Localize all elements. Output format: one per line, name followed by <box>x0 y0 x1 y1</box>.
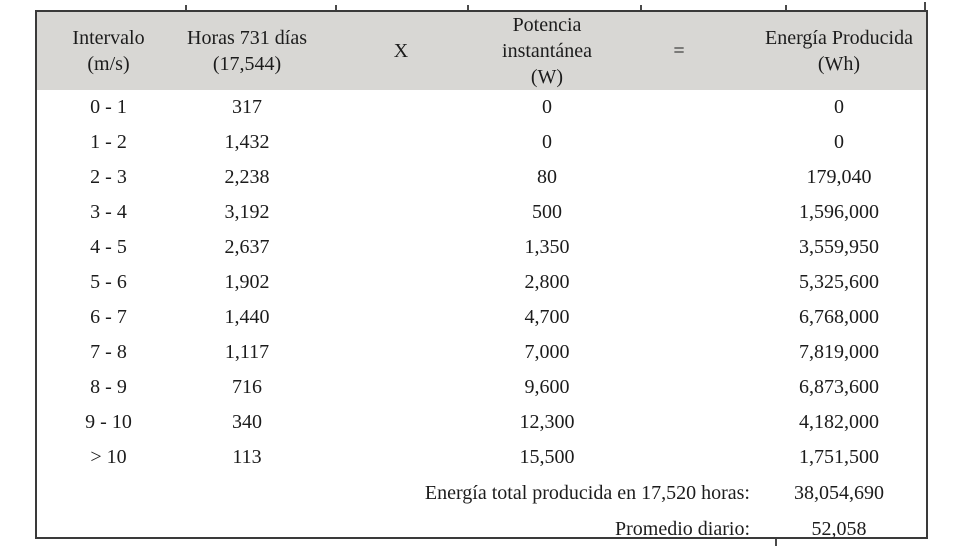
header-interval: Intervalo (m/s) <box>37 12 180 90</box>
energy-cell: 1,596,000 <box>799 201 879 223</box>
energy-cell: 3,559,950 <box>799 236 879 258</box>
border-riser-tick <box>924 2 926 10</box>
column-rule-tick <box>640 5 642 10</box>
column-rule-tick <box>785 5 787 10</box>
energy-production-table: Intervalo (m/s) Horas 731 días (17,544) … <box>35 2 928 546</box>
hours-cell: 340 <box>232 411 262 433</box>
table-row: 4 - 5 2,637 1,350 3,559,950 <box>37 230 926 265</box>
energy-cell: 5,325,600 <box>799 271 879 293</box>
power-cell: 2,800 <box>524 271 570 293</box>
header-hours-line1: Horas 731 días <box>187 27 307 49</box>
energy-cell: 4,182,000 <box>799 411 879 433</box>
power-cell: 0 <box>542 131 552 153</box>
header-row: Intervalo (m/s) Horas 731 días (17,544) … <box>37 12 926 90</box>
interval-cell: 1 - 2 <box>90 131 127 153</box>
hours-cell: 317 <box>232 96 262 118</box>
table-row: 9 - 10 340 12,300 4,182,000 <box>37 405 926 440</box>
interval-cell: 9 - 10 <box>85 411 132 433</box>
table-row: 8 - 9 716 9,600 6,873,600 <box>37 370 926 405</box>
header-energy-line1: Energía Producida <box>765 27 913 49</box>
daily-average-label: Promedio diario: <box>615 517 750 540</box>
header-power: Potencia instantánea (W) <box>488 12 606 90</box>
header-hours: Horas 731 días (17,544) <box>180 12 314 90</box>
table-row: 7 - 8 1,117 7,000 7,819,000 <box>37 335 926 370</box>
total-energy-label: Energía total producida en 17,520 horas: <box>424 481 750 504</box>
table-row: 3 - 4 3,192 500 1,596,000 <box>37 195 926 230</box>
multiply-symbol: X <box>314 12 488 90</box>
energy-table: Intervalo (m/s) Horas 731 días (17,544) … <box>37 12 926 547</box>
column-rule-tick <box>775 539 777 546</box>
hours-cell: 1,902 <box>224 271 270 293</box>
hours-cell: 1,440 <box>224 306 270 328</box>
interval-cell: 2 - 3 <box>90 166 127 188</box>
interval-cell: 4 - 5 <box>90 236 127 258</box>
energy-cell: 7,819,000 <box>799 341 879 363</box>
interval-cell: 7 - 8 <box>90 341 127 363</box>
column-rule-tick <box>335 5 337 10</box>
hours-cell: 1,432 <box>224 131 270 153</box>
power-cell: 500 <box>532 201 562 223</box>
header-power-line2: instantánea (W) <box>502 40 592 88</box>
energy-cell: 6,768,000 <box>799 306 879 328</box>
power-cell: 12,300 <box>519 411 575 433</box>
energy-cell: 1,751,500 <box>799 446 879 468</box>
table-row: 5 - 6 1,902 2,800 5,325,600 <box>37 265 926 300</box>
table-row: > 10 113 15,500 1,751,500 <box>37 440 926 475</box>
interval-cell: > 10 <box>90 446 127 468</box>
table-row: 6 - 7 1,440 4,700 6,768,000 <box>37 300 926 335</box>
equals-symbol: = <box>606 12 752 90</box>
hours-cell: 2,637 <box>224 236 270 258</box>
column-rule-tick <box>185 5 187 10</box>
energy-cell: 179,040 <box>806 166 872 188</box>
interval-cell: 5 - 6 <box>90 271 127 293</box>
hours-cell: 113 <box>232 446 262 468</box>
interval-cell: 3 - 4 <box>90 201 127 223</box>
daily-average-row: Promedio diario: 52,058 <box>37 511 926 547</box>
header-energy-line2: (Wh) <box>817 53 861 75</box>
header-interval-line2: (m/s) <box>87 53 130 75</box>
total-energy-row: Energía total producida en 17,520 horas:… <box>37 475 926 511</box>
total-energy-value: 38,054,690 <box>794 481 884 504</box>
energy-cell: 6,873,600 <box>799 376 879 398</box>
power-cell: 7,000 <box>524 341 570 363</box>
energy-cell: 0 <box>834 96 844 118</box>
power-cell: 80 <box>537 166 557 188</box>
energy-cell: 0 <box>834 131 844 153</box>
interval-cell: 6 - 7 <box>90 306 127 328</box>
column-rule-tick <box>467 5 469 10</box>
interval-cell: 8 - 9 <box>90 376 127 398</box>
power-cell: 1,350 <box>524 236 570 258</box>
power-cell: 4,700 <box>524 306 570 328</box>
daily-average-value: 52,058 <box>811 517 867 540</box>
power-cell: 15,500 <box>519 446 575 468</box>
header-hours-line2: (17,544) <box>212 53 282 75</box>
interval-cell: 0 - 1 <box>90 96 127 118</box>
hours-cell: 1,117 <box>224 341 270 363</box>
table-row: 2 - 3 2,238 80 179,040 <box>37 160 926 195</box>
table-row: 1 - 2 1,432 0 0 <box>37 125 926 160</box>
header-interval-line1: Intervalo <box>72 27 145 49</box>
header-power-line1: Potencia <box>512 14 582 36</box>
hours-cell: 3,192 <box>224 201 270 223</box>
hours-cell: 2,238 <box>224 166 270 188</box>
header-energy: Energía Producida (Wh) <box>752 12 926 90</box>
power-cell: 9,600 <box>524 376 570 398</box>
table-row: 0 - 1 317 0 0 <box>37 90 926 125</box>
hours-cell: 716 <box>232 376 262 398</box>
power-cell: 0 <box>542 96 552 118</box>
